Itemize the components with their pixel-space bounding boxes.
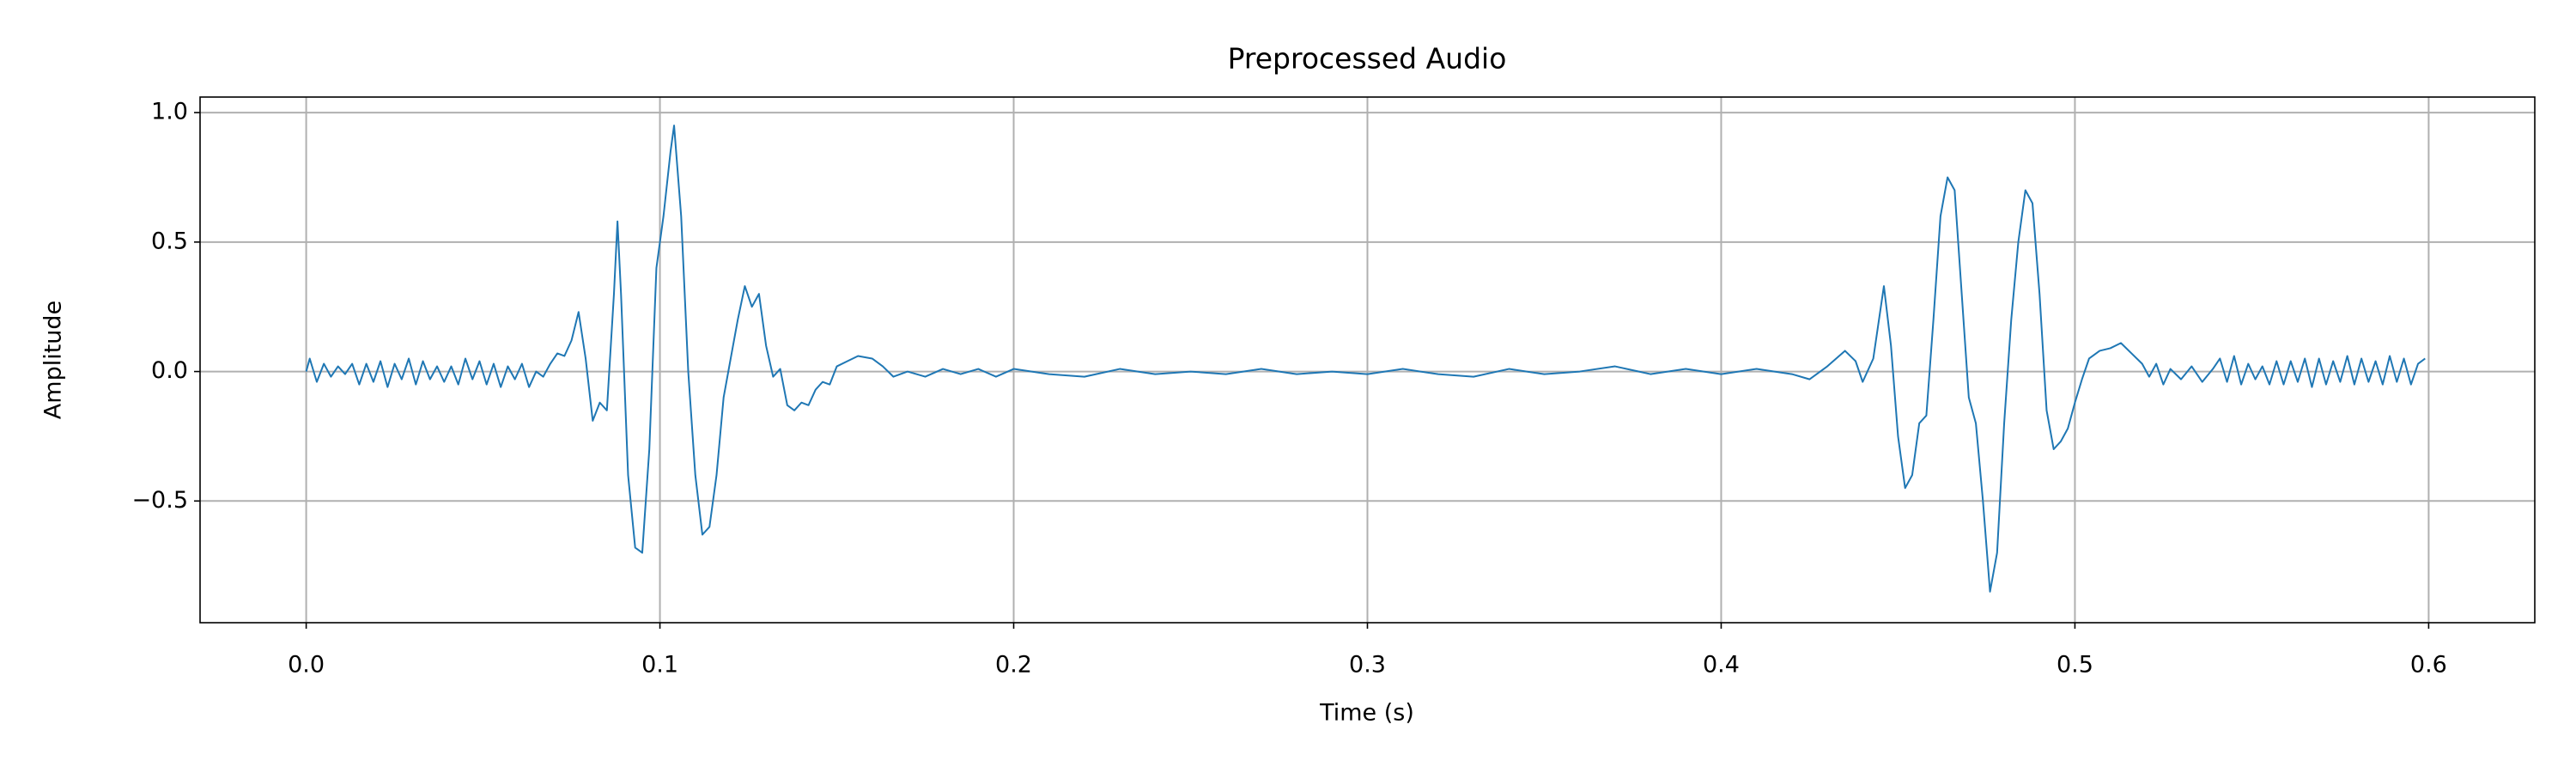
y-tick-label: 0.5 [151, 228, 188, 254]
x-tick-label: 0.3 [1349, 652, 1386, 679]
x-tick-label: 0.6 [2410, 652, 2447, 679]
y-axis-label: Amplitude [40, 301, 67, 419]
chart-title: Preprocessed Audio [1228, 42, 1507, 76]
y-tick-label: −0.5 [131, 487, 188, 514]
x-axis-label: Time (s) [1319, 700, 1414, 727]
waveform-line [305, 125, 2426, 593]
x-tick-label: 0.4 [1703, 652, 1740, 679]
y-tick-label: 1.0 [151, 99, 188, 125]
y-tick-label: 0.0 [151, 357, 188, 384]
x-tick-label: 0.2 [995, 652, 1032, 679]
x-tick-label: 0.1 [641, 652, 678, 679]
plot-frame [199, 96, 2536, 624]
x-tick-label: 0.0 [288, 652, 325, 679]
x-tick-label: 0.5 [2057, 652, 2093, 679]
